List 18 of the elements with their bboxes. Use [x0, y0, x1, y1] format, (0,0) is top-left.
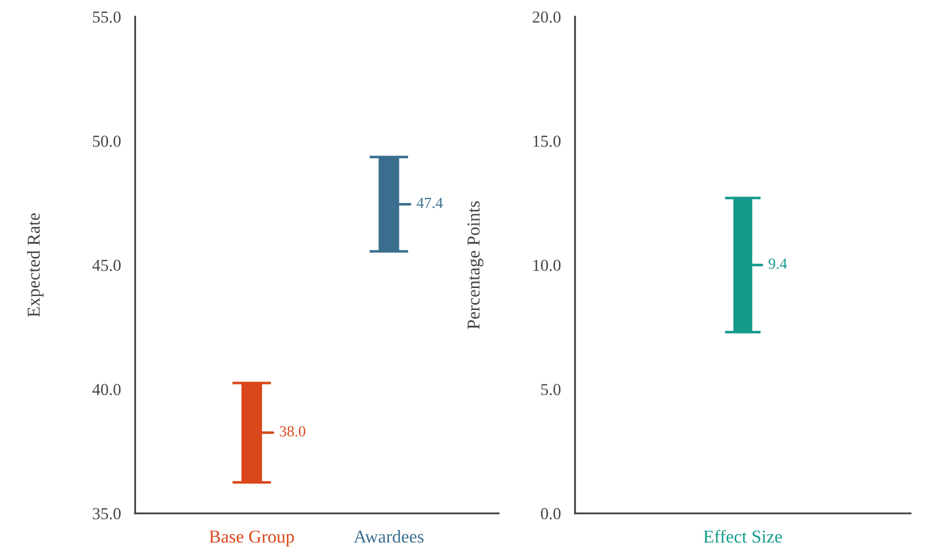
x-tick-label: Effect Size: [704, 530, 782, 543]
y-tick-label: 45.0: [92, 260, 121, 272]
y-tick-label: 0.0: [540, 508, 561, 520]
annotation: 9.4: [768, 258, 787, 269]
y-tick-label: 20.0: [532, 11, 561, 23]
y-tick-label: 55.0: [93, 11, 121, 23]
y-tick-label: 35.0: [92, 508, 121, 520]
y-tick-label: 15.0: [533, 136, 561, 147]
x-tick-label: Base Group: [209, 530, 294, 546]
y-tick-label: 50.0: [93, 136, 121, 147]
y-tick-label: 10.0: [533, 260, 561, 272]
y-tick-label: 5.0: [541, 384, 561, 396]
y-tick-label: 40.0: [92, 384, 121, 396]
annotation: 38.0: [280, 426, 306, 437]
x-tick-label: Awardees: [354, 530, 424, 543]
y-axis-title: Percentage Points: [468, 201, 484, 329]
y-axis-title: Expected Rate: [27, 213, 44, 317]
annotation: 47.4: [416, 198, 443, 208]
